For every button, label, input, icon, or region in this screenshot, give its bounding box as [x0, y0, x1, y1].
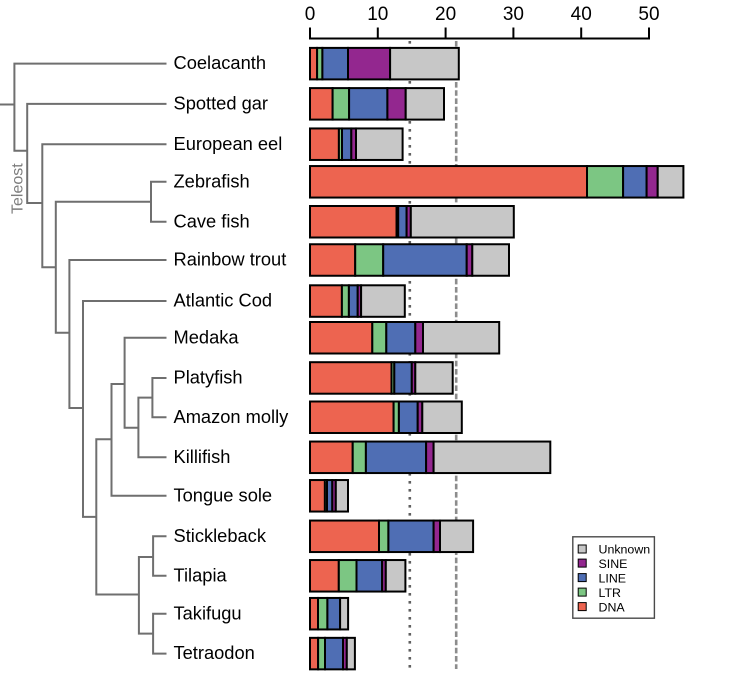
svg-text:Stickleback: Stickleback — [174, 525, 267, 546]
svg-text:10: 10 — [367, 4, 388, 25]
svg-text:Rainbow trout: Rainbow trout — [174, 249, 287, 270]
svg-text:Medaka: Medaka — [174, 326, 240, 347]
svg-text:European eel: European eel — [174, 133, 283, 154]
svg-text:Amazon molly: Amazon molly — [174, 406, 290, 427]
svg-text:Tilapia: Tilapia — [174, 564, 228, 585]
svg-text:50: 50 — [638, 4, 659, 25]
svg-text:Cave fish: Cave fish — [174, 210, 250, 231]
svg-text:Tongue sole: Tongue sole — [174, 484, 273, 505]
svg-text:Killifish: Killifish — [174, 446, 231, 467]
svg-text:Spotted gar: Spotted gar — [174, 92, 269, 113]
svg-text:Unknown: Unknown — [599, 543, 651, 557]
svg-text:Takifugu: Takifugu — [174, 602, 242, 623]
svg-text:Coelacanth: Coelacanth — [174, 52, 267, 73]
svg-text:40: 40 — [571, 4, 592, 25]
svg-text:LTR: LTR — [599, 586, 622, 600]
svg-text:20: 20 — [435, 4, 456, 25]
svg-text:30: 30 — [503, 4, 524, 25]
svg-text:Teleost: Teleost — [9, 163, 26, 214]
svg-text:Atlantic Cod: Atlantic Cod — [174, 290, 273, 311]
svg-text:DNA: DNA — [599, 600, 626, 614]
svg-text:SINE: SINE — [599, 557, 628, 571]
svg-text:0: 0 — [305, 4, 316, 25]
svg-text:Zebrafish: Zebrafish — [174, 170, 250, 191]
svg-text:LINE: LINE — [599, 571, 627, 585]
svg-text:Tetraodon: Tetraodon — [174, 642, 255, 663]
svg-text:Platyfish: Platyfish — [174, 367, 243, 388]
